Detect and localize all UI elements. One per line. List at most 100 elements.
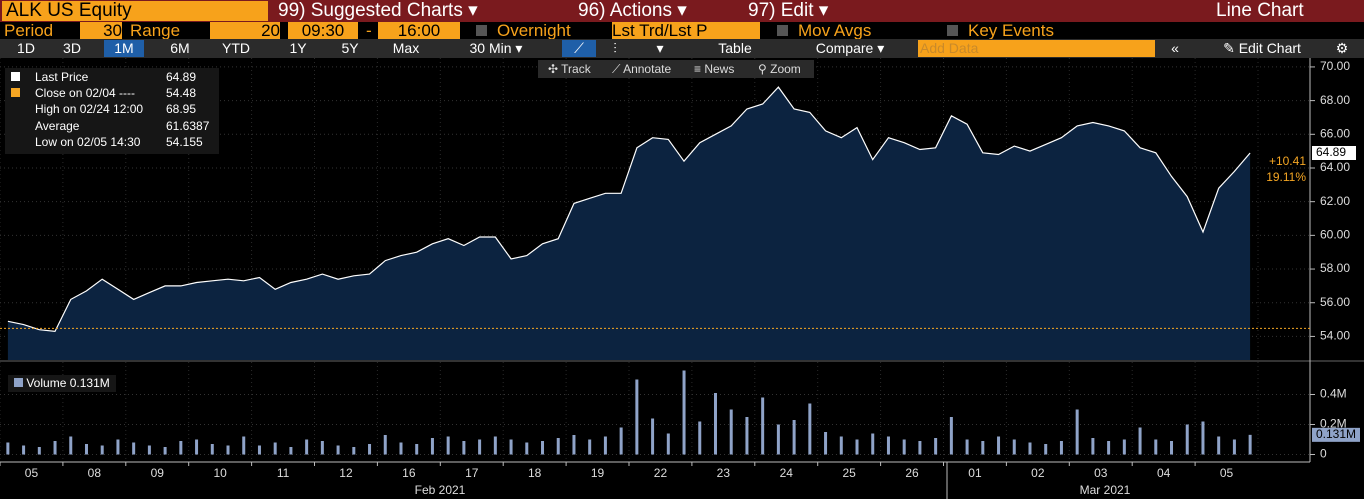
tool-button[interactable]: ⟋ Annotate — [612, 62, 672, 76]
volume-bar — [1248, 434, 1252, 455]
period-field[interactable]: 30 — [80, 22, 122, 39]
edit-chart-label: Edit Chart — [1238, 40, 1301, 56]
period-button[interactable]: Max — [392, 40, 420, 56]
volume-bar — [949, 417, 953, 455]
tool-label: Annotate — [623, 62, 672, 76]
table-button[interactable]: Table — [718, 40, 752, 56]
last-tag-bg — [1312, 145, 1356, 160]
volume-bar — [855, 439, 859, 455]
period-button[interactable]: 1D — [17, 40, 35, 56]
bar-icon-button[interactable]: ⫶ — [613, 40, 617, 56]
y-tick-label: 70.00 — [1320, 59, 1350, 73]
security-field[interactable]: ALK US Equity — [2, 1, 268, 21]
x-tick-label: 26 — [905, 466, 919, 480]
settings-button[interactable]: ⚙ — [1335, 40, 1349, 56]
volume-bar — [588, 439, 592, 455]
start-field[interactable]: 09:30 — [288, 22, 358, 39]
period-button[interactable]: 1Y — [289, 40, 307, 56]
x-tick-label: 01 — [968, 466, 982, 480]
volume-bar — [525, 442, 529, 455]
change-pct-label: 19.11% — [1266, 170, 1306, 184]
menu[interactable]: 96) Actions ▾ — [578, 0, 687, 21]
collapse-button[interactable]: « — [1171, 40, 1179, 56]
volume-bar — [1075, 409, 1079, 455]
volume-bar — [242, 436, 246, 455]
volume-bar — [147, 445, 151, 455]
period-button[interactable]: 3D — [63, 40, 81, 56]
volume-bar — [997, 436, 1001, 455]
add-data-field[interactable]: Add Data — [918, 40, 1155, 57]
price-legend: Last Price 64.89 Close on 02/04 ---- 54.… — [5, 68, 219, 154]
volume-bar — [383, 435, 387, 455]
end-field[interactable]: 16:00 — [378, 22, 460, 39]
month-label: Feb 2021 — [415, 483, 466, 497]
volume-bar — [635, 379, 639, 455]
legend-swatch — [11, 72, 20, 81]
menu[interactable]: 99) Suggested Charts ▾ — [278, 0, 478, 21]
y-tick-label: 58.00 — [1320, 261, 1350, 275]
view-name: Line Chart — [1216, 0, 1304, 21]
volume-bar — [824, 432, 828, 455]
x-tick-label: 23 — [717, 466, 731, 480]
volume-bar — [603, 436, 607, 455]
x-tick-label: 05 — [25, 466, 39, 480]
edit-chart-button[interactable]: ✎ Edit Chart — [1223, 40, 1301, 56]
compare-label: Compare — [815, 40, 874, 56]
volume-bar — [1107, 441, 1111, 455]
volume-bar — [1217, 436, 1221, 455]
x-tick-label: 05 — [1220, 466, 1234, 480]
period-button[interactable]: 6M — [170, 40, 190, 56]
interval-button[interactable]: 30 Min ▾ — [469, 40, 523, 56]
volume-bar — [163, 447, 167, 455]
volume-bar — [195, 439, 199, 455]
volume-bar — [1201, 421, 1205, 455]
area-fill — [7, 87, 1251, 360]
field-select[interactable]: Lst Trd/Lst P — [612, 22, 760, 39]
dropdown-button[interactable]: ▾ — [656, 40, 664, 56]
tool-button[interactable]: ≡ News — [694, 62, 735, 76]
legend-value: 0.131M — [69, 376, 110, 390]
volume-bar — [116, 439, 120, 455]
y-tick-label: 0 — [1320, 447, 1327, 461]
checkbox[interactable] — [476, 25, 487, 36]
x-tick-label: 17 — [465, 466, 479, 480]
volume-bar — [808, 403, 812, 455]
volume-bar — [839, 436, 843, 455]
tool-label: News — [704, 62, 735, 76]
volume-bar — [1012, 439, 1016, 455]
x-tick-label: 03 — [1094, 466, 1108, 480]
volume-bar — [776, 424, 780, 455]
volume-bar — [1028, 442, 1032, 455]
volume-bar — [132, 442, 136, 455]
line-icon-button[interactable]: ⟋ — [562, 40, 596, 57]
y-tick-label: 60.00 — [1320, 228, 1350, 242]
volume-bar — [1044, 444, 1048, 455]
x-tick-label: 04 — [1157, 466, 1171, 480]
x-tick-label: 11 — [277, 466, 290, 480]
change-label: +10.41 — [1269, 154, 1306, 168]
volume-bar — [368, 444, 372, 455]
checkbox[interactable] — [947, 25, 958, 36]
legend-swatch — [11, 88, 20, 97]
legend-label: High on 02/24 12:00 — [35, 102, 144, 116]
compare-button[interactable]: Compare ▾ — [815, 40, 885, 56]
tool-button[interactable]: ⚲ Zoom — [758, 62, 801, 76]
volume-bar — [53, 441, 57, 455]
menu[interactable]: 97) Edit ▾ — [748, 0, 829, 21]
period-button[interactable]: YTD — [222, 40, 250, 56]
x-tick-label: 22 — [654, 466, 668, 480]
x-tick-label: 25 — [842, 466, 856, 480]
tool-button[interactable]: ✣ Track — [548, 62, 591, 76]
volume-bar — [352, 447, 356, 455]
x-tick-label: 08 — [88, 466, 102, 480]
period-button[interactable]: 1M — [104, 40, 144, 57]
volume-bar — [257, 445, 261, 455]
period-button[interactable]: 5Y — [341, 40, 359, 56]
x-tick-label: 10 — [213, 466, 227, 480]
volume-bar — [1059, 441, 1063, 455]
volume-bar — [493, 436, 497, 455]
range-field[interactable]: 20 — [210, 22, 280, 39]
volume-bar — [682, 370, 686, 455]
checkbox[interactable] — [777, 25, 788, 36]
title-bar — [0, 0, 1364, 22]
